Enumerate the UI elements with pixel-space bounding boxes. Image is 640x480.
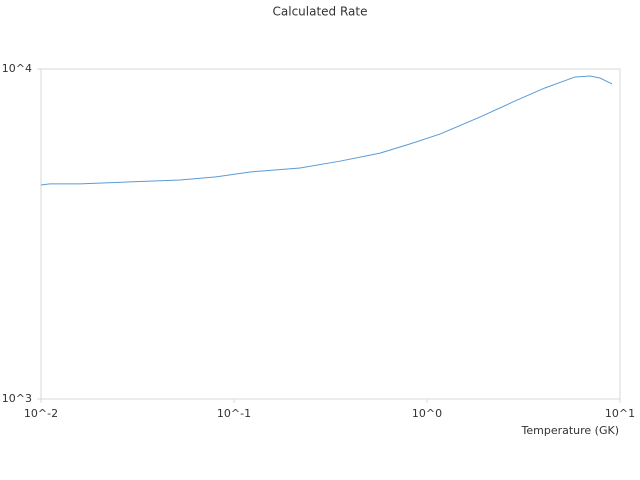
line-series xyxy=(40,75,613,186)
plot-frame xyxy=(40,68,621,400)
x-tick-label: 10^-2 xyxy=(24,407,58,420)
x-axis-label: Temperature (GK) xyxy=(521,424,620,437)
y-tick-label: 10^3 xyxy=(2,392,32,405)
x-tick-label: 10^1 xyxy=(605,407,635,420)
x-tick-label: 10^-1 xyxy=(217,407,251,420)
x-tick-label: 10^0 xyxy=(412,407,442,420)
chart-title: Calculated Rate xyxy=(273,5,368,19)
y-tick-label: 10^4 xyxy=(2,62,32,75)
